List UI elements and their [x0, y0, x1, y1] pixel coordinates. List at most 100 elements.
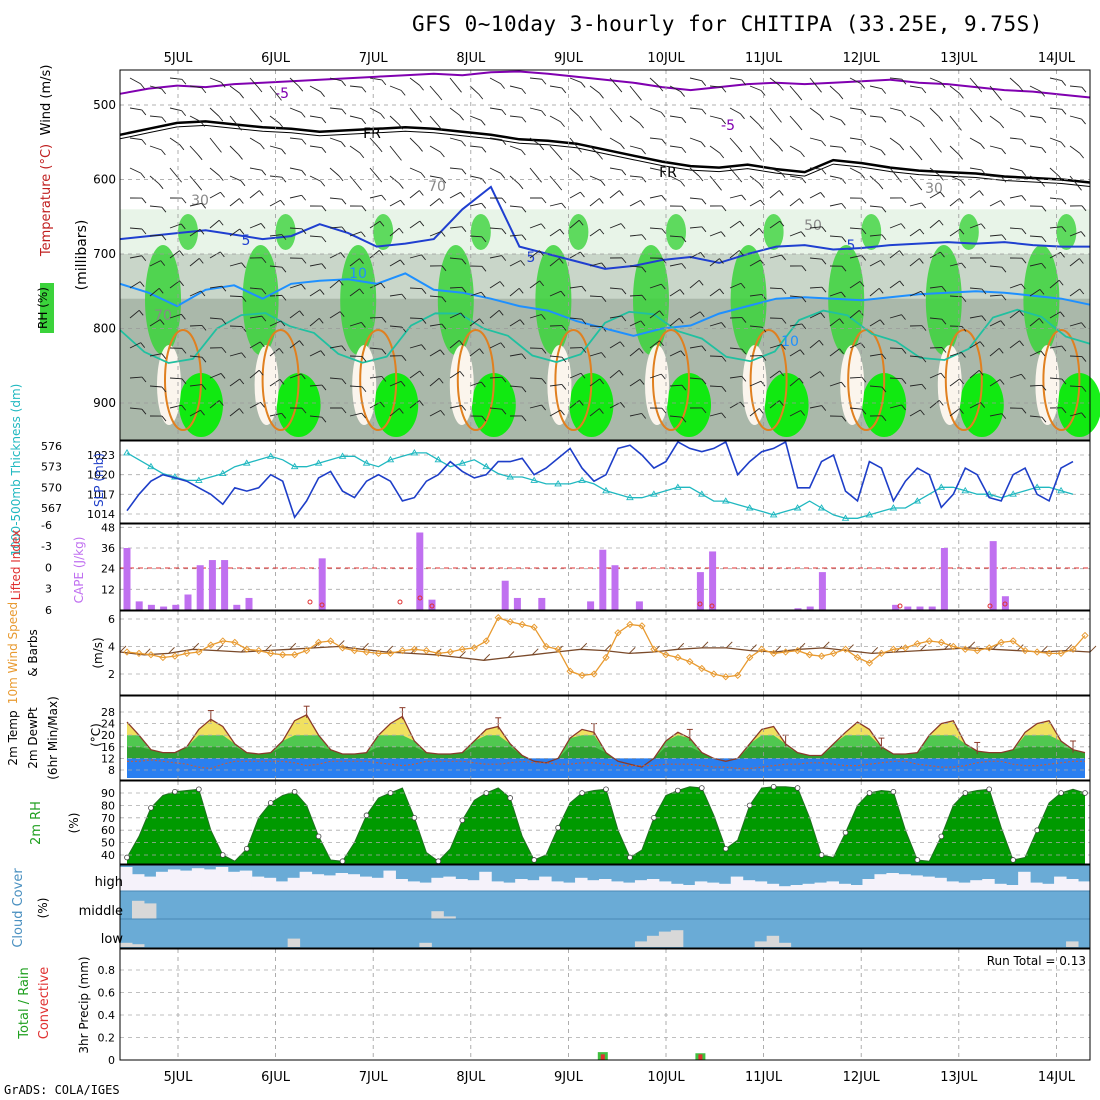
upper-wind-barb — [369, 317, 383, 319]
upper-wind-barb — [969, 402, 981, 409]
upper-wind-barb — [409, 370, 420, 379]
upper-wind-barb-flag — [499, 281, 505, 287]
wind-speed-axis-label: 10m Wind Speed — [6, 602, 20, 704]
isotherm-orange-loop — [652, 329, 690, 431]
upper-wind-barb — [809, 312, 822, 319]
upper-wind-barb-flag — [641, 266, 647, 273]
upper-wind-barb-flag — [158, 183, 164, 190]
upper-wind-barb — [569, 251, 581, 259]
upper-wind-barb — [1049, 137, 1062, 143]
rh-bright-cell — [569, 373, 614, 437]
upper-wind-barb-flag — [701, 198, 707, 205]
upper-wind-barb-flag — [878, 183, 884, 190]
cloud-high-bar — [275, 881, 289, 891]
rh-bright-cell — [959, 373, 1004, 437]
top-day-label: 11JUL — [745, 51, 783, 66]
upper-wind-barb — [489, 342, 501, 349]
upper-wind-barb — [609, 190, 620, 199]
upper-wind-barb-flag — [961, 262, 966, 269]
slp-line — [126, 440, 1074, 520]
cloud-high-bar — [287, 877, 301, 891]
upper-wind-barb — [1049, 251, 1061, 259]
upper-wind-barb-flag — [440, 151, 445, 158]
wind-speed-point — [195, 648, 203, 656]
upper-wind-barb-flag — [1061, 109, 1067, 115]
upper-wind-barb-flag — [959, 93, 964, 99]
upper-wind-barb-flag — [437, 124, 443, 131]
cape-bar — [513, 597, 521, 610]
upper-wind-barb-flag — [958, 198, 964, 204]
upper-wind-barb — [309, 289, 321, 297]
upper-wind-barb — [389, 380, 402, 387]
upper-wind-barb — [769, 220, 781, 229]
upper-wind-barb-flag — [1081, 412, 1086, 419]
upper-wind-barb — [189, 384, 202, 387]
wind-speed-point — [1069, 645, 1077, 653]
cloud-high-bar — [515, 879, 528, 891]
upper-wind-barb-flag — [717, 185, 722, 191]
thickness-point — [147, 462, 155, 470]
upper-wind-barb — [389, 408, 400, 417]
upper-wind-barb-flag — [839, 348, 844, 355]
upper-wind-barb — [449, 404, 462, 409]
upper-wind-barb-flag — [741, 194, 746, 201]
cloud-high-bar — [263, 877, 277, 891]
upper-wind-barb-flag — [218, 400, 224, 406]
upper-wind-barb — [1069, 115, 1082, 120]
upper-wind-barb — [349, 412, 362, 417]
upper-wind-barb — [809, 405, 822, 409]
upper-wind-barb-flag — [239, 228, 245, 235]
upper-wind-barb — [169, 77, 182, 80]
upper-wind-barb-flag — [641, 294, 647, 301]
cloud-layer-label: high — [95, 875, 123, 890]
upper-wind-barb — [649, 373, 662, 379]
upper-wind-barb-flag — [301, 194, 307, 201]
cloud-high-bar — [407, 881, 420, 891]
wind-speed-point — [662, 651, 670, 659]
upper-wind-barb-flag — [181, 378, 187, 385]
cloud-high-bar — [682, 885, 696, 891]
wind-speed-point — [1009, 637, 1017, 645]
bottom-day-label: 10JUL — [647, 1070, 685, 1085]
upper-wind-barb-flag — [319, 289, 325, 295]
upper-wind-barb-flag — [479, 318, 484, 325]
cape-bar — [428, 599, 436, 610]
upper-wind-barb — [469, 202, 482, 207]
bottom-day-label: 6JUL — [261, 1070, 291, 1085]
wind-speed-point — [997, 638, 1005, 647]
upper-wind-barb — [709, 175, 718, 186]
upper-wind-barb-flag — [301, 139, 307, 145]
upper-wind-barb-flag — [261, 288, 267, 295]
upper-wind-barb-flag — [961, 296, 967, 303]
cape-bar — [806, 606, 814, 610]
upper-wind-barb — [669, 235, 682, 238]
upper-wind-barb — [929, 286, 942, 289]
wind-barb — [386, 645, 394, 653]
upper-wind-barb-flag — [539, 250, 544, 256]
thickness-point — [290, 462, 299, 470]
upper-wind-barb-flag — [159, 319, 165, 325]
wind-barb — [580, 642, 588, 650]
wind-speed-point — [219, 637, 227, 645]
upper-wind-barb — [829, 115, 842, 121]
upper-wind-barb — [829, 85, 840, 95]
upper-wind-barb-flag — [740, 113, 745, 120]
upper-wind-barb-flag — [599, 378, 605, 385]
upper-wind-barb — [589, 175, 602, 182]
upper-wind-barb — [289, 310, 300, 319]
upper-wind-barb — [689, 252, 701, 259]
upper-wind-barb-flag — [599, 228, 605, 235]
cloud-low-bar — [131, 944, 145, 947]
upper-wind-barb-flag — [719, 152, 725, 159]
upper-wind-barb-flag — [601, 262, 606, 269]
upper-wind-barb — [149, 115, 162, 118]
grads-credit: GrADS: COLA/IGES — [4, 1083, 120, 1097]
rh-axis-units: (%) — [67, 813, 81, 834]
wind-speed-point — [793, 646, 802, 655]
wind-speed-point — [159, 653, 167, 662]
upper-wind-barb-flag — [601, 352, 606, 358]
upper-wind-barb — [669, 263, 682, 267]
upper-wind-barb — [989, 413, 1002, 417]
upper-wind-barb — [969, 77, 979, 88]
upper-wind-barb-flag — [220, 82, 226, 88]
